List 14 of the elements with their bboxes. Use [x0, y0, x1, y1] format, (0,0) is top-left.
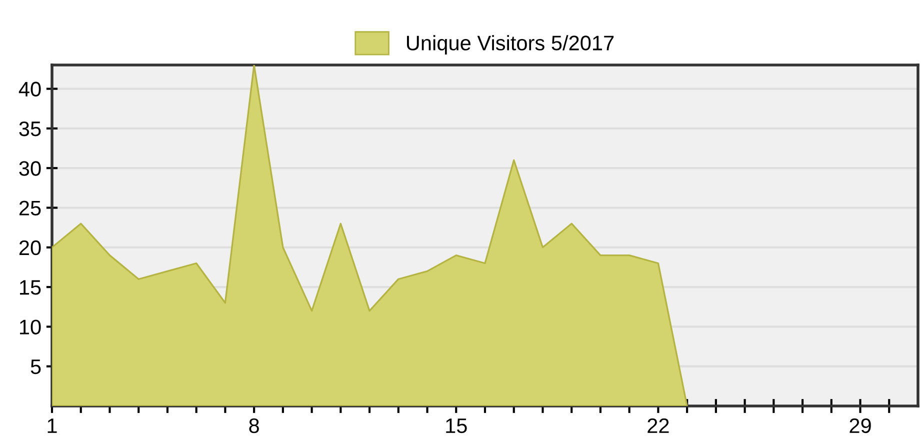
x-tick-label: 1: [48, 418, 57, 433]
y-tick-label: 35: [19, 121, 41, 136]
legend-label: Unique Visitors 5/2017: [406, 35, 614, 55]
y-tick-label: 30: [19, 161, 41, 176]
y-tick-label: 5: [30, 360, 41, 374]
x-tick-label: 15: [446, 418, 467, 434]
x-tick-label: 22: [648, 418, 669, 433]
y-tick-label: 40: [18, 82, 41, 97]
x-tick-label: 8: [249, 418, 259, 434]
y-tick-label: 10: [20, 320, 41, 334]
y-tick-label: 15: [20, 280, 41, 295]
y-tick-label: 20: [19, 240, 41, 256]
x-tick-label: 29: [850, 418, 871, 434]
y-tick-label: 25: [19, 200, 41, 216]
